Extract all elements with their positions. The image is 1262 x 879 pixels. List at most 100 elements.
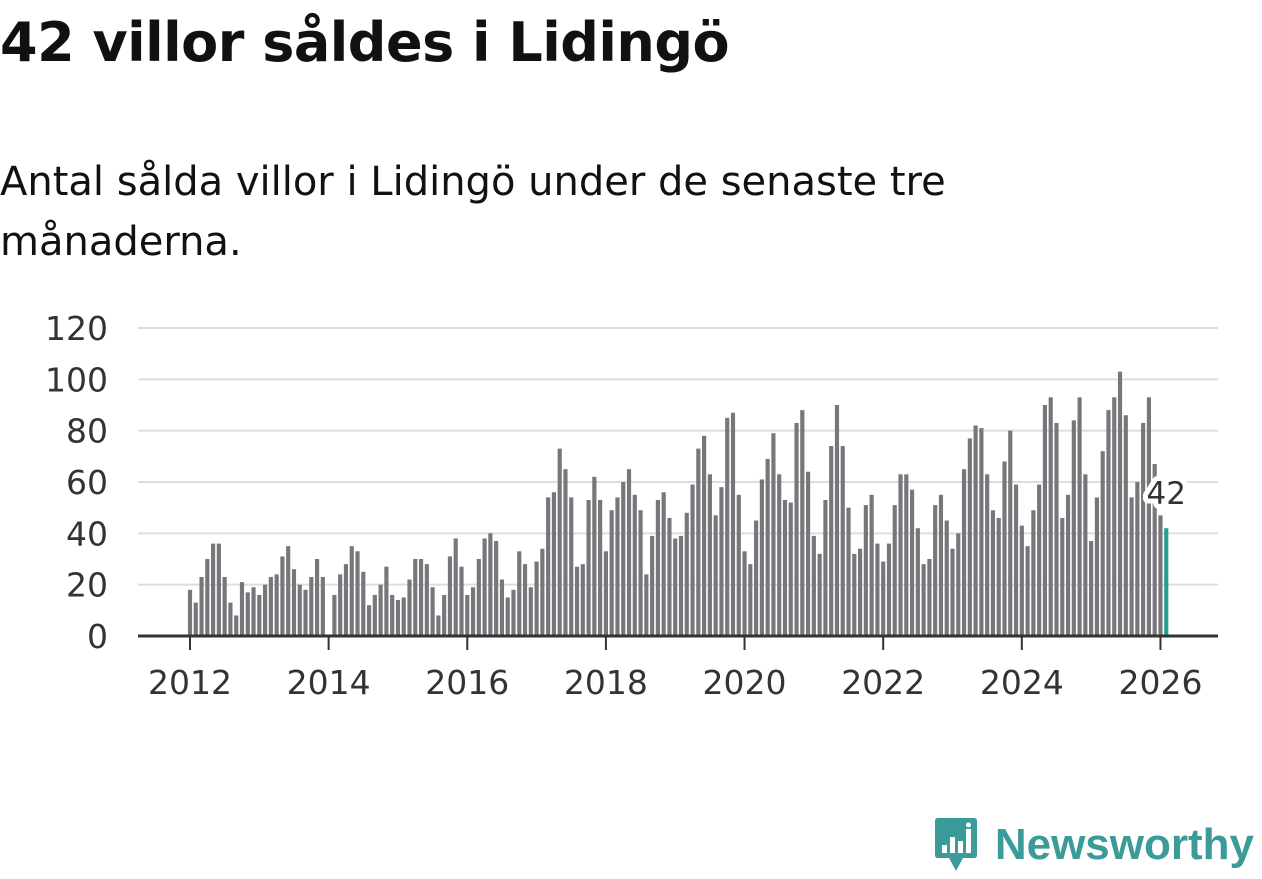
bar <box>1031 510 1036 636</box>
bar <box>904 474 909 636</box>
x-tick-label-2020: 2020 <box>703 663 787 702</box>
bar <box>424 564 429 636</box>
bar-latest <box>1164 528 1169 636</box>
bar <box>436 615 441 636</box>
bar <box>1100 451 1105 636</box>
brand-name: Newsworthy <box>994 820 1254 869</box>
bar <box>661 492 666 636</box>
bar <box>1037 484 1042 636</box>
bar <box>470 587 476 636</box>
bar <box>725 417 730 636</box>
bar <box>1065 494 1071 636</box>
x-tick-label-2024: 2024 <box>980 663 1064 702</box>
bar <box>257 594 262 636</box>
bar <box>1008 430 1013 636</box>
bar <box>390 594 395 636</box>
bar <box>794 422 799 636</box>
bar <box>245 592 250 636</box>
bar <box>921 564 926 636</box>
y-tick-label-120: 120 <box>45 309 108 348</box>
bar <box>563 469 568 636</box>
bar <box>1077 397 1082 636</box>
x-axis-labels: 2012 2014 2016 2018 2020 2022 2024 2026 <box>148 663 1202 702</box>
bar <box>534 561 539 636</box>
y-tick-label-80: 80 <box>66 412 108 451</box>
bar <box>517 551 522 636</box>
bar <box>291 569 297 636</box>
bar <box>846 507 851 636</box>
bar <box>892 505 897 636</box>
bar <box>690 484 695 636</box>
bar <box>314 559 320 636</box>
bar <box>430 587 435 636</box>
bar <box>782 499 788 636</box>
bar <box>1112 397 1117 636</box>
bar <box>268 576 273 636</box>
bar <box>1089 541 1094 636</box>
bar <box>898 474 903 636</box>
bar <box>927 559 932 636</box>
newsworthy-logo-icon <box>934 818 977 871</box>
bar <box>286 546 291 636</box>
x-tick-label-2014: 2014 <box>287 663 371 702</box>
bar <box>239 582 245 636</box>
bar <box>592 476 597 636</box>
bar <box>944 520 949 636</box>
page-title: 42 villor såldes i Lidingö <box>0 11 730 74</box>
bar <box>187 589 193 636</box>
bar <box>505 597 510 636</box>
brand-logo: Newsworthy <box>931 815 1254 875</box>
bar <box>1042 405 1048 636</box>
bar <box>759 479 764 636</box>
bar <box>707 474 712 636</box>
bar <box>378 584 383 636</box>
bar <box>875 543 880 636</box>
bar <box>979 428 984 636</box>
bar <box>973 425 978 636</box>
bar <box>205 559 210 636</box>
bar <box>309 576 314 636</box>
bar <box>211 543 216 636</box>
bar <box>199 576 204 636</box>
page-subtitle: Antal sålda villor i Lidingö under de se… <box>0 159 946 265</box>
bar <box>754 520 759 636</box>
bar <box>644 574 649 636</box>
x-axis <box>138 634 1218 650</box>
y-tick-label-20: 20 <box>66 566 108 605</box>
bar <box>349 546 354 636</box>
bar <box>442 594 447 636</box>
bar <box>1152 464 1157 636</box>
bar <box>771 433 776 636</box>
bar <box>852 553 857 636</box>
x-tick-label-2016: 2016 <box>425 663 509 702</box>
bar <box>459 566 464 636</box>
bar <box>1071 420 1076 636</box>
bar <box>811 535 816 636</box>
bar <box>263 584 268 636</box>
bar <box>401 597 406 636</box>
bar <box>338 574 343 636</box>
bar <box>234 615 239 636</box>
y-tick-label-60: 60 <box>66 463 108 502</box>
bar <box>1158 515 1163 636</box>
latest-value-label: 42 <box>1147 476 1186 512</box>
bar <box>667 517 672 636</box>
bar <box>551 492 556 636</box>
bar <box>886 543 892 636</box>
bar <box>800 410 805 636</box>
bar <box>967 438 972 636</box>
bar <box>985 474 990 636</box>
bar <box>736 494 741 636</box>
bar <box>777 474 782 636</box>
bar <box>222 576 227 636</box>
bars <box>187 371 1169 636</box>
bar <box>1060 517 1065 636</box>
bar <box>1019 525 1024 636</box>
bar <box>372 594 377 636</box>
bar <box>598 499 603 636</box>
x-tick-label-2018: 2018 <box>564 663 648 702</box>
bar <box>632 494 637 636</box>
bar <box>361 571 366 636</box>
bar <box>407 579 412 636</box>
bar <box>823 499 828 636</box>
